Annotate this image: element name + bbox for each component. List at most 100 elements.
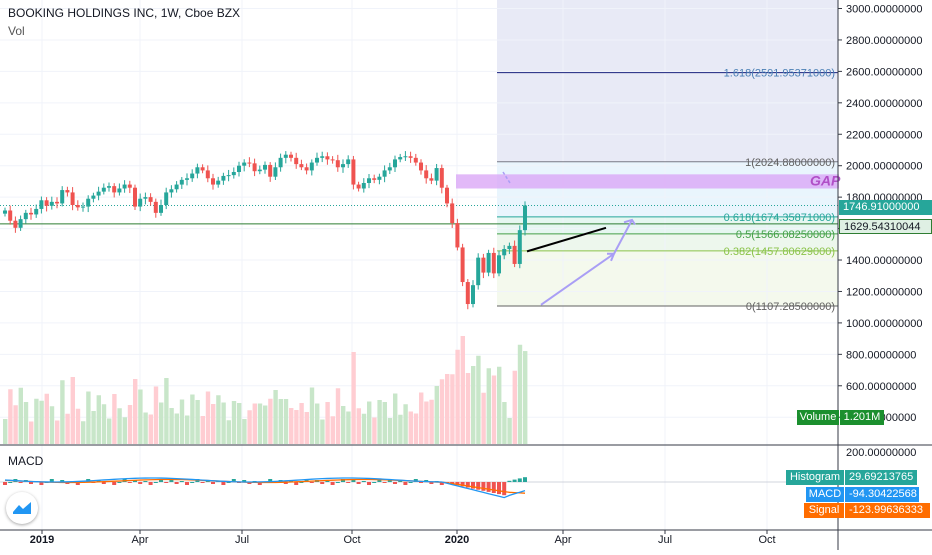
candle-body[interactable]: [70, 192, 75, 205]
candle-body[interactable]: [247, 162, 252, 164]
candle-body[interactable]: [424, 170, 429, 179]
candle-body[interactable]: [460, 247, 465, 283]
candle-body[interactable]: [190, 173, 195, 179]
candle-body[interactable]: [75, 205, 80, 208]
candle-body[interactable]: [439, 168, 444, 188]
candle-body[interactable]: [434, 168, 439, 181]
candle-body[interactable]: [8, 210, 13, 221]
candle-body[interactable]: [507, 245, 512, 250]
candle-body[interactable]: [117, 188, 122, 193]
candle-body[interactable]: [211, 178, 215, 185]
candle-body[interactable]: [325, 156, 330, 160]
candle-body[interactable]: [174, 184, 179, 190]
candle-body[interactable]: [55, 201, 59, 204]
candle-body[interactable]: [398, 157, 403, 160]
candle-body[interactable]: [502, 249, 507, 256]
candle-body[interactable]: [96, 191, 101, 196]
candle-body[interactable]: [382, 170, 387, 177]
candle-body[interactable]: [263, 164, 267, 170]
candle-body[interactable]: [65, 190, 70, 193]
candle-body[interactable]: [44, 200, 49, 206]
candle-body[interactable]: [413, 157, 418, 163]
candle-body[interactable]: [164, 192, 169, 205]
candle-body[interactable]: [283, 154, 288, 158]
candle-body[interactable]: [200, 167, 205, 171]
candle-body[interactable]: [315, 157, 319, 163]
candle-body[interactable]: [257, 169, 262, 172]
trendline-purple[interactable]: [540, 252, 615, 306]
candle-body[interactable]: [242, 162, 247, 166]
candle-body[interactable]: [169, 189, 174, 193]
candle-body[interactable]: [159, 205, 163, 213]
candle-body[interactable]: [273, 167, 278, 177]
candle-body[interactable]: [455, 223, 460, 248]
candle-body[interactable]: [13, 220, 18, 228]
volume-pane-label[interactable]: Vol: [8, 24, 25, 38]
candle-body[interactable]: [419, 162, 423, 171]
candle-body[interactable]: [143, 197, 148, 199]
candle-body[interactable]: [408, 156, 413, 158]
candle-body[interactable]: [81, 206, 85, 208]
candle-body[interactable]: [268, 164, 273, 177]
candle-body[interactable]: [450, 203, 455, 224]
candle-body[interactable]: [252, 163, 257, 172]
candle-body[interactable]: [237, 165, 241, 172]
candle-body[interactable]: [49, 201, 54, 206]
candle-body[interactable]: [429, 178, 434, 181]
candle-body[interactable]: [289, 154, 293, 158]
drawings-layer[interactable]: [502, 171, 636, 306]
candle-body[interactable]: [60, 190, 65, 204]
candle-body[interactable]: [356, 184, 361, 189]
candle-body[interactable]: [216, 180, 221, 185]
candle-body[interactable]: [299, 164, 304, 168]
trendline-black[interactable]: [526, 226, 607, 253]
candle-body[interactable]: [179, 179, 184, 185]
candle-body[interactable]: [91, 195, 96, 199]
candle-body[interactable]: [39, 200, 44, 209]
candle-body[interactable]: [346, 159, 351, 165]
candle-body[interactable]: [138, 198, 143, 207]
candle-body[interactable]: [205, 170, 210, 179]
arrow-up[interactable]: [613, 219, 633, 255]
gap-band[interactable]: [456, 174, 839, 189]
candle-body[interactable]: [465, 282, 470, 305]
candle-body[interactable]: [3, 210, 7, 214]
macd-pane-label[interactable]: MACD: [8, 454, 44, 468]
candle-body[interactable]: [486, 252, 491, 273]
candle-body[interactable]: [476, 257, 481, 286]
candle-body[interactable]: [512, 245, 517, 264]
candle-body[interactable]: [445, 187, 449, 204]
candle-body[interactable]: [133, 187, 137, 207]
candle-body[interactable]: [23, 212, 28, 220]
candle-body[interactable]: [320, 156, 325, 158]
candle-body[interactable]: [127, 184, 132, 188]
candle-body[interactable]: [304, 167, 309, 171]
candle-body[interactable]: [351, 159, 356, 185]
candle-body[interactable]: [34, 208, 39, 215]
candle-body[interactable]: [330, 159, 335, 161]
candle-body[interactable]: [278, 157, 283, 168]
candle-body[interactable]: [372, 178, 377, 180]
candle-body[interactable]: [86, 198, 91, 207]
candle-body[interactable]: [393, 159, 397, 168]
fibonacci-layer[interactable]: 1.618(2591.95371000) 1(2024.88000000) 0.61…: [0, 68, 838, 313]
candle-layer[interactable]: [3, 151, 527, 310]
candle-body[interactable]: [148, 197, 153, 202]
candle-body[interactable]: [18, 219, 23, 228]
candle-body[interactable]: [309, 162, 314, 171]
tradingview-logo-button[interactable]: [6, 492, 38, 524]
axis-settings-area[interactable]: [844, 534, 932, 550]
candle-body[interactable]: [341, 164, 345, 168]
candle-body[interactable]: [361, 182, 366, 189]
candle-body[interactable]: [153, 201, 158, 213]
symbol-title[interactable]: BOOKING HOLDINGS INC, 1W, Cboe BZX: [8, 6, 241, 20]
candle-body[interactable]: [112, 186, 117, 193]
candle-body[interactable]: [294, 157, 299, 165]
candle-body[interactable]: [107, 186, 111, 188]
candle-body[interactable]: [367, 178, 371, 183]
candle-body[interactable]: [471, 285, 475, 305]
candle-body[interactable]: [517, 230, 522, 264]
